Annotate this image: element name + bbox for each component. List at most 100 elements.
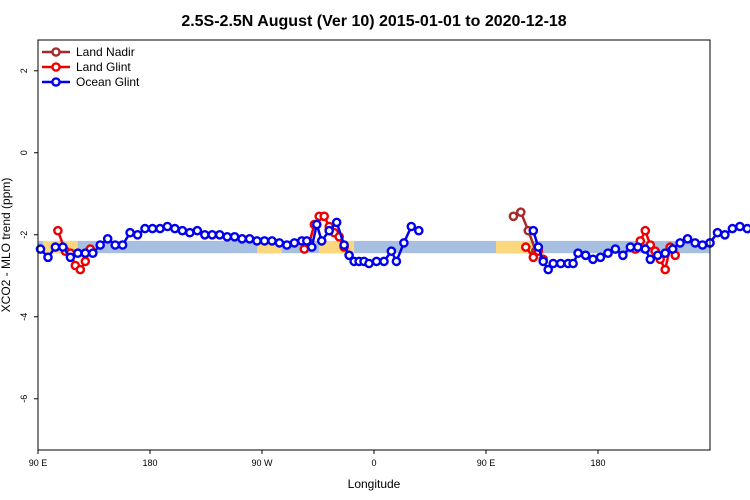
data-point — [147, 223, 158, 234]
y-tick-label: -2 — [19, 231, 29, 239]
y-tick-label: -4 — [19, 313, 29, 321]
data-point — [311, 219, 322, 230]
data-point — [289, 238, 300, 248]
data-point — [58, 242, 68, 252]
data-point — [65, 252, 76, 263]
data-point — [697, 240, 708, 250]
data-point — [162, 221, 173, 232]
y-axis: 2 0 -2 -4 -6 — [19, 68, 38, 403]
data-point — [125, 227, 135, 238]
data-point — [282, 240, 292, 250]
chart-title: 2.5S-2.5N August (Ver 10) 2015-01-01 to … — [181, 13, 566, 30]
x-axis-label: Longitude — [348, 477, 401, 491]
data-point — [399, 238, 409, 248]
data-point — [222, 231, 232, 242]
data-point — [568, 258, 578, 269]
data-point — [199, 229, 210, 240]
y-tick-label: 0 — [19, 150, 29, 155]
x-tick-label: 90 E — [477, 458, 496, 468]
data-point — [735, 221, 745, 232]
data-point — [155, 223, 165, 234]
data-point — [645, 254, 656, 265]
data-point — [528, 225, 539, 236]
data-point — [548, 258, 559, 269]
data-point — [588, 254, 598, 265]
x-tick-label: 180 — [142, 458, 157, 468]
legend-label: Land Nadir — [76, 45, 135, 59]
data-point — [640, 244, 651, 254]
data-point — [742, 223, 750, 234]
data-point — [319, 211, 330, 222]
data-point — [391, 256, 402, 267]
legend-label: Land Glint — [76, 60, 131, 74]
x-axis: 90 E 180 90 W 0 90 E 180 — [29, 450, 606, 468]
data-point — [580, 250, 591, 261]
data-point — [682, 233, 693, 244]
data-point — [528, 252, 539, 263]
data-point — [603, 248, 613, 258]
data-point — [170, 223, 180, 234]
data-point — [207, 229, 217, 240]
data-point — [80, 248, 91, 258]
data-point — [660, 248, 671, 258]
data-point — [267, 236, 277, 246]
legend-label: Ocean Glint — [76, 75, 140, 89]
data-point — [379, 256, 389, 267]
data-point — [344, 250, 354, 261]
data-point — [324, 225, 335, 236]
data-point — [652, 250, 663, 261]
y-tick-label: 2 — [19, 68, 29, 73]
data-point — [229, 231, 240, 242]
legend-item-land-nadir: Land Nadir — [42, 45, 135, 59]
data-point — [102, 233, 113, 244]
data-point — [53, 225, 63, 236]
data-point — [117, 240, 128, 250]
x-tick-label: 0 — [371, 458, 376, 468]
y-tick-label: -6 — [19, 395, 29, 403]
data-point — [610, 244, 621, 254]
data-point — [516, 207, 526, 217]
data-point — [301, 236, 312, 246]
data-point — [132, 229, 143, 240]
data-point — [259, 236, 270, 246]
data-point — [533, 242, 544, 252]
data-point — [573, 248, 583, 258]
data-point — [80, 256, 91, 267]
data-point — [727, 223, 738, 234]
data-point — [595, 252, 606, 263]
data-point — [214, 229, 225, 240]
data-point — [371, 256, 382, 267]
x-tick-label: 90 W — [251, 458, 273, 468]
data-point — [508, 211, 519, 222]
legend-item-ocean-glint: Ocean Glint — [42, 75, 140, 89]
data-point — [633, 242, 643, 252]
data-point — [339, 240, 349, 250]
data-point — [660, 264, 671, 275]
legend-marker — [51, 62, 61, 72]
data-point — [386, 246, 397, 256]
data-point — [712, 227, 723, 238]
data-point — [43, 252, 53, 263]
series-ocean-glint — [35, 217, 750, 275]
data-point — [244, 233, 255, 244]
legend-marker — [51, 77, 61, 87]
data-point — [184, 227, 195, 238]
legend-item-land-glint: Land Glint — [42, 60, 131, 74]
data-point — [555, 258, 566, 269]
data-point — [618, 250, 628, 261]
data-point — [252, 236, 262, 246]
data-point — [406, 221, 417, 232]
data-point — [538, 256, 549, 267]
data-point — [640, 225, 651, 236]
data-point — [625, 242, 636, 252]
data-point — [667, 244, 678, 254]
data-point — [521, 242, 531, 252]
data-point — [192, 225, 203, 236]
data-point — [690, 238, 700, 248]
data-point — [237, 233, 247, 244]
data-point — [675, 238, 685, 248]
x-tick-label: 90 E — [29, 458, 48, 468]
data-point — [95, 240, 105, 250]
